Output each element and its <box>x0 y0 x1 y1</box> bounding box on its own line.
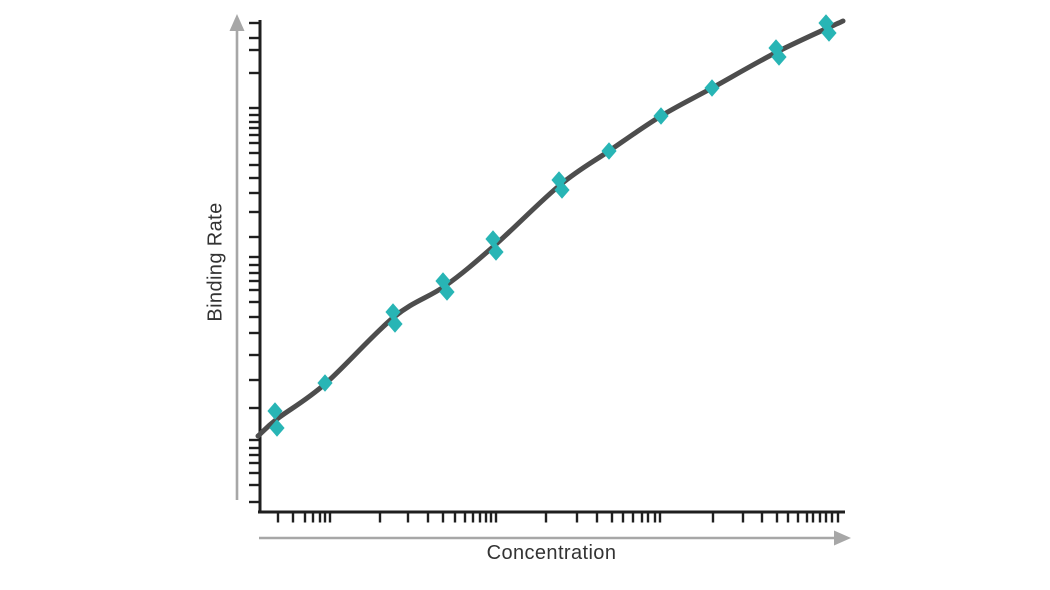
data-point-diamond <box>385 303 401 321</box>
data-points-group <box>267 14 837 437</box>
x-axis-arrowhead-icon <box>834 530 851 546</box>
axis-arrows-group <box>229 14 851 546</box>
data-point-diamond <box>387 315 403 333</box>
y-axis-label: Binding Rate <box>204 202 227 322</box>
data-point-diamond <box>267 402 283 420</box>
data-point-diamond <box>439 283 455 301</box>
data-point-diamond <box>768 39 784 57</box>
x-axis-label: Concentration <box>486 542 617 564</box>
data-point-diamond <box>653 107 669 125</box>
data-point-diamond <box>771 48 787 66</box>
y-axis-arrowhead-icon <box>229 14 245 31</box>
data-point-diamond <box>485 230 501 248</box>
data-point-diamond <box>317 374 333 392</box>
trend-line-group <box>255 18 846 439</box>
axis-lines-group <box>258 20 845 514</box>
data-point-diamond <box>821 24 837 42</box>
data-point-diamond <box>488 243 504 261</box>
y-axis-ticks-group <box>249 21 259 504</box>
trend-line <box>255 18 846 439</box>
data-point-diamond <box>704 79 720 97</box>
data-point-diamond <box>554 181 570 199</box>
x-axis-ticks-group <box>276 513 840 523</box>
data-point-diamond <box>269 419 285 437</box>
data-point-diamond <box>601 142 617 160</box>
